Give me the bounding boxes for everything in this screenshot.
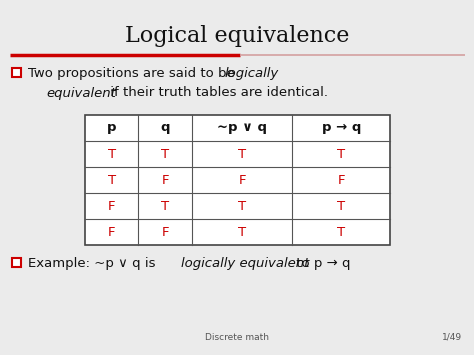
Text: equivalent: equivalent xyxy=(46,87,116,99)
Bar xyxy=(85,115,390,245)
Text: q: q xyxy=(160,121,170,135)
Text: Example: ~p ∨ q is: Example: ~p ∨ q is xyxy=(28,257,160,269)
Text: F: F xyxy=(238,174,246,186)
Text: p: p xyxy=(107,121,117,135)
Text: 1/49: 1/49 xyxy=(442,333,462,342)
Text: T: T xyxy=(238,147,246,160)
Text: F: F xyxy=(161,225,169,239)
Text: if their truth tables are identical.: if their truth tables are identical. xyxy=(106,87,328,99)
Text: logically equivalent: logically equivalent xyxy=(181,257,310,269)
Text: T: T xyxy=(161,200,169,213)
Text: T: T xyxy=(337,147,345,160)
Text: ~p ∨ q: ~p ∨ q xyxy=(217,121,267,135)
Text: p → q: p → q xyxy=(321,121,361,135)
Text: T: T xyxy=(337,200,345,213)
Bar xyxy=(12,68,21,77)
Text: F: F xyxy=(161,174,169,186)
Text: F: F xyxy=(108,200,116,213)
Text: T: T xyxy=(337,225,345,239)
Text: T: T xyxy=(108,147,116,160)
Text: T: T xyxy=(161,147,169,160)
Text: T: T xyxy=(238,225,246,239)
Text: F: F xyxy=(108,225,116,239)
Text: Two propositions are said to be: Two propositions are said to be xyxy=(28,66,239,80)
Text: T: T xyxy=(108,174,116,186)
Text: logically: logically xyxy=(225,66,279,80)
Bar xyxy=(85,115,390,245)
Text: T: T xyxy=(238,200,246,213)
Text: Logical equivalence: Logical equivalence xyxy=(125,25,349,47)
Text: Discrete math: Discrete math xyxy=(205,333,269,342)
Bar xyxy=(12,258,21,267)
Text: F: F xyxy=(337,174,345,186)
Text: to p → q: to p → q xyxy=(292,257,350,269)
